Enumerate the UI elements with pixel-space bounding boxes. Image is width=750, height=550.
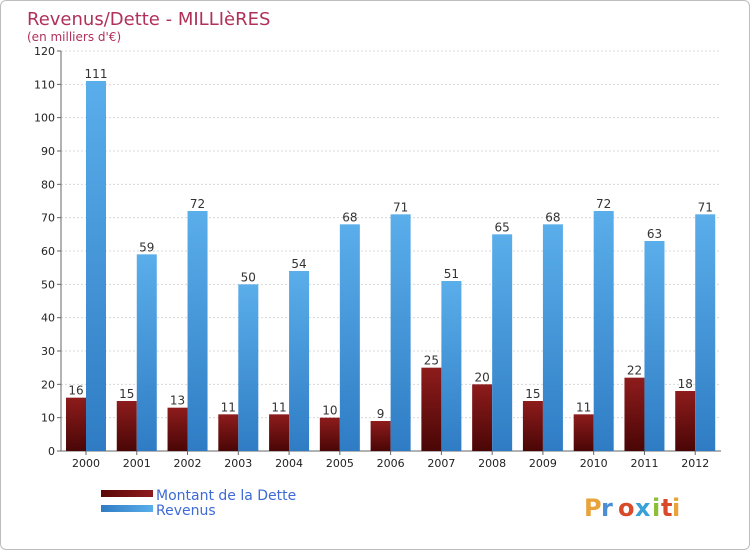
data-label-dette: 11 bbox=[271, 400, 286, 414]
data-labels-layer: 16 111 15 59 13 72 11 50 11 54 10 68 9 71 25 51 20 65 15 68… bbox=[68, 67, 713, 421]
bar-dette bbox=[319, 417, 340, 451]
data-label-dette: 11 bbox=[576, 400, 591, 414]
bar-dette bbox=[269, 414, 290, 451]
y-tick-label: 80 bbox=[41, 178, 55, 191]
data-label-dette: 11 bbox=[221, 400, 236, 414]
bar-dette bbox=[66, 397, 86, 451]
data-label-dette: 9 bbox=[377, 407, 385, 421]
bar-revenus bbox=[187, 211, 208, 451]
data-label-dette: 15 bbox=[119, 387, 134, 401]
bar-revenus bbox=[238, 284, 259, 451]
data-label-revenus: 72 bbox=[190, 197, 205, 211]
y-tick-label: 0 bbox=[48, 445, 55, 458]
x-tick-label: 2008 bbox=[478, 457, 506, 470]
bar-dette bbox=[675, 391, 696, 451]
x-tick-label: 2012 bbox=[681, 457, 709, 470]
y-tick-label: 20 bbox=[41, 378, 55, 391]
x-tick-label: 2006 bbox=[377, 457, 405, 470]
data-label-revenus: 111 bbox=[85, 67, 108, 81]
y-tick-label: 70 bbox=[41, 212, 55, 225]
legend-label-revenus: Revenus bbox=[156, 503, 216, 519]
chart-title: Revenus/Dette - MILLIèRES bbox=[27, 9, 270, 30]
data-label-revenus: 51 bbox=[444, 267, 459, 281]
x-tick-label: 2001 bbox=[123, 457, 151, 470]
bar-revenus bbox=[695, 214, 716, 451]
data-label-revenus: 71 bbox=[698, 200, 713, 214]
bar-dette bbox=[370, 421, 391, 451]
data-label-revenus: 54 bbox=[291, 257, 306, 271]
bar-revenus bbox=[492, 234, 513, 451]
data-label-dette: 15 bbox=[525, 387, 540, 401]
data-label-revenus: 68 bbox=[545, 210, 560, 224]
logo-letter: i bbox=[652, 494, 660, 522]
data-label-revenus: 71 bbox=[393, 200, 408, 214]
y-tick-label: 10 bbox=[41, 412, 55, 425]
data-label-dette: 16 bbox=[68, 384, 83, 398]
logo-letter: t bbox=[661, 494, 672, 522]
bar-dette bbox=[116, 401, 137, 451]
data-label-dette: 25 bbox=[424, 354, 439, 368]
bar-dette bbox=[167, 407, 188, 451]
x-tick-label: 2002 bbox=[174, 457, 202, 470]
logo-letter: o bbox=[618, 494, 635, 522]
data-label-revenus: 65 bbox=[495, 220, 510, 234]
data-label-revenus: 72 bbox=[596, 197, 611, 211]
x-tick-label: 2009 bbox=[529, 457, 557, 470]
bar-revenus bbox=[441, 281, 462, 451]
x-tick-label: 2011 bbox=[630, 457, 658, 470]
bars-layer bbox=[66, 81, 716, 451]
x-tick-label: 2000 bbox=[72, 457, 100, 470]
bar-revenus bbox=[390, 214, 411, 451]
bar-revenus bbox=[593, 211, 614, 451]
y-tick-label: 110 bbox=[34, 78, 55, 91]
logo-letter: i bbox=[672, 494, 680, 522]
y-tick-label: 60 bbox=[41, 245, 55, 258]
bar-revenus bbox=[86, 81, 106, 451]
bar-revenus bbox=[136, 254, 157, 451]
chart-subtitle: (en milliers d'€) bbox=[27, 30, 121, 44]
x-tick-label: 2010 bbox=[580, 457, 608, 470]
data-label-dette: 10 bbox=[322, 404, 337, 418]
bar-revenus bbox=[289, 271, 310, 451]
data-label-dette: 18 bbox=[678, 377, 693, 391]
data-label-dette: 20 bbox=[475, 370, 490, 384]
bar-dette bbox=[472, 384, 493, 451]
x-tick-label: 2007 bbox=[427, 457, 455, 470]
legend-swatch-dette bbox=[101, 490, 153, 497]
bar-revenus bbox=[542, 224, 563, 451]
data-label-dette: 22 bbox=[627, 364, 642, 378]
data-label-revenus: 68 bbox=[342, 210, 357, 224]
data-label-dette: 13 bbox=[170, 394, 185, 408]
logo-letter: x bbox=[635, 494, 651, 522]
y-tick-label: 40 bbox=[41, 312, 55, 325]
data-label-revenus: 50 bbox=[241, 270, 256, 284]
logo-letter: r bbox=[601, 494, 613, 522]
bar-revenus bbox=[644, 241, 665, 451]
y-tick-label: 90 bbox=[41, 145, 55, 158]
y-tick-label: 120 bbox=[34, 45, 55, 58]
x-tick-label: 2005 bbox=[326, 457, 354, 470]
y-tick-label: 50 bbox=[41, 278, 55, 291]
logo-letter: P bbox=[584, 494, 602, 522]
y-tick-label: 100 bbox=[34, 112, 55, 125]
x-tick-label: 2004 bbox=[275, 457, 303, 470]
legend: Montant de la Dette Revenus bbox=[101, 488, 296, 519]
data-label-revenus: 59 bbox=[139, 240, 154, 254]
legend-label-dette: Montant de la Dette bbox=[156, 488, 296, 504]
data-label-revenus: 63 bbox=[647, 227, 662, 241]
bar-revenus bbox=[339, 224, 360, 451]
y-tick-label: 30 bbox=[41, 345, 55, 358]
x-tick-label: 2003 bbox=[224, 457, 252, 470]
bar-dette bbox=[218, 414, 239, 451]
bar-dette bbox=[421, 367, 442, 451]
bar-dette bbox=[624, 377, 645, 451]
bar-dette bbox=[522, 401, 543, 451]
bar-dette bbox=[573, 414, 594, 451]
legend-swatch-revenus bbox=[101, 505, 153, 512]
